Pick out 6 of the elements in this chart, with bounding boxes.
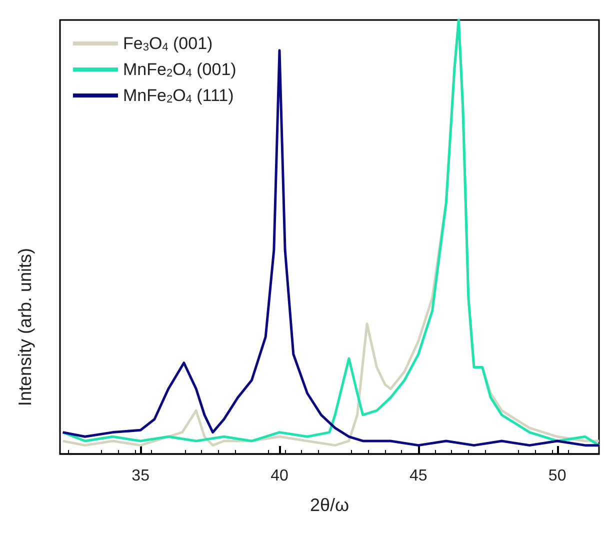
x-tick-label: 40: [270, 468, 288, 484]
x-axis-title: 2θ/ω: [310, 495, 350, 515]
x-tick-label: 35: [132, 468, 150, 484]
y-axis-title: Intensity (arb. units): [15, 248, 35, 406]
x-tick-label: 50: [548, 468, 566, 484]
x-tick-label: 45: [410, 468, 428, 484]
